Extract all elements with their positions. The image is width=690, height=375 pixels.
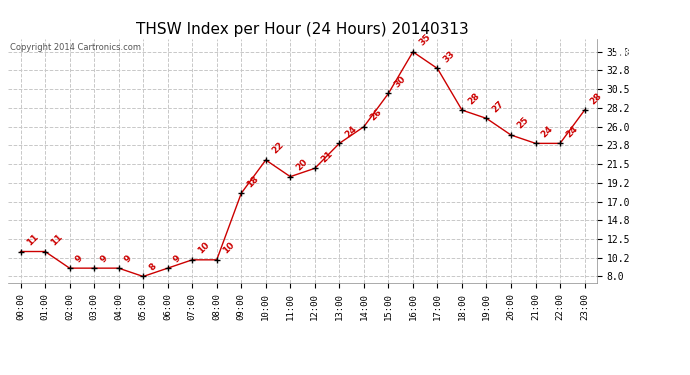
Text: 11: 11 <box>25 232 40 248</box>
Text: 35: 35 <box>417 33 433 48</box>
Text: 9: 9 <box>172 253 183 264</box>
Text: 30: 30 <box>393 74 408 89</box>
Text: 8: 8 <box>148 261 158 272</box>
Text: 25: 25 <box>515 116 531 131</box>
Text: Copyright 2014 Cartronics.com: Copyright 2014 Cartronics.com <box>10 43 141 52</box>
Text: 10: 10 <box>221 240 236 256</box>
Text: 9: 9 <box>98 253 109 264</box>
Text: 11: 11 <box>49 232 64 248</box>
Text: 28: 28 <box>589 91 604 106</box>
Text: 27: 27 <box>491 99 506 114</box>
Text: 24: 24 <box>540 124 555 139</box>
Text: 26: 26 <box>368 107 383 123</box>
Text: 9: 9 <box>74 253 85 264</box>
Text: 28: 28 <box>466 91 482 106</box>
Text: 21: 21 <box>319 149 334 164</box>
Text: 24: 24 <box>564 124 580 139</box>
Text: 33: 33 <box>442 49 457 64</box>
Title: THSW Index per Hour (24 Hours) 20140313: THSW Index per Hour (24 Hours) 20140313 <box>136 22 469 37</box>
Text: 22: 22 <box>270 141 285 156</box>
Text: 18: 18 <box>246 174 261 189</box>
Text: 9: 9 <box>123 253 134 264</box>
Text: 10: 10 <box>197 240 212 256</box>
Text: THSW  (°F): THSW (°F) <box>614 48 673 57</box>
Text: 24: 24 <box>344 124 359 139</box>
Text: 20: 20 <box>295 158 310 172</box>
